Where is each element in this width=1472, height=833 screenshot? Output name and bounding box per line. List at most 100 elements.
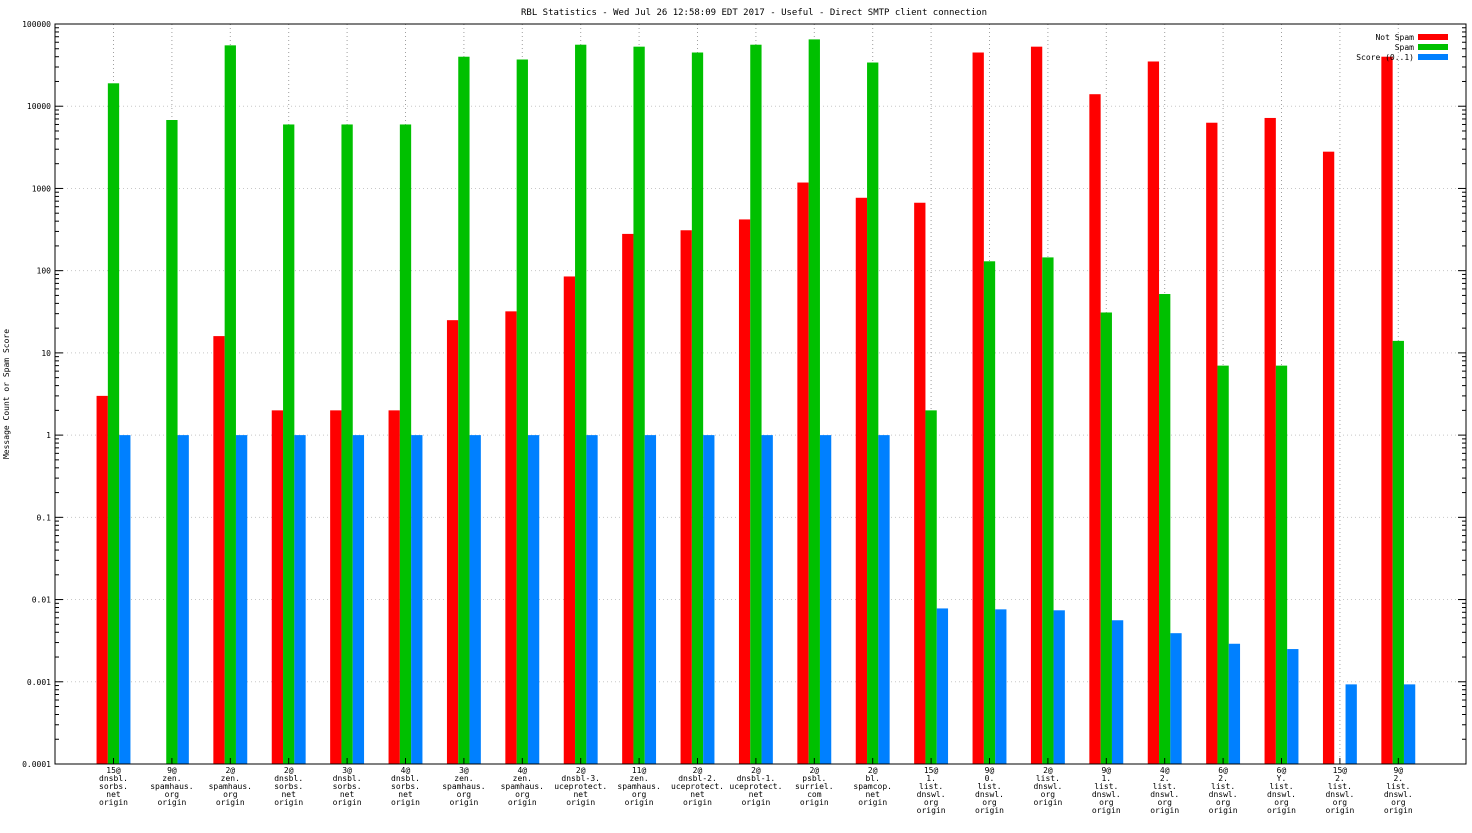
legend-label: Score (0..1)	[1356, 53, 1414, 62]
bar-spam-18	[1159, 294, 1171, 764]
bar-score-0-1-18	[1170, 633, 1182, 764]
bar-score-0-1-19	[1228, 643, 1241, 764]
x-tick-label-line: net	[106, 790, 121, 799]
bar-not-spam-20	[1264, 117, 1276, 765]
x-tick-label-line: dnsbl-1.	[737, 774, 776, 783]
x-tick-label-line: 1.	[926, 774, 936, 783]
bar-score-0-1-5	[411, 435, 423, 764]
bar-not-spam-15	[972, 52, 984, 765]
legend-swatch	[1418, 34, 1448, 40]
x-tick-label-line: dnswl.	[1209, 790, 1238, 799]
x-tick-label-line: org	[632, 790, 647, 799]
bar-not-spam-8	[563, 276, 576, 764]
bar-score-0-1-20	[1287, 649, 1299, 764]
bar-score-0-1-6	[469, 435, 481, 764]
x-tick-label-line: net	[398, 790, 413, 799]
x-tick-label-line: org	[1391, 798, 1406, 807]
bar-score-0-1-8	[586, 435, 598, 764]
x-tick-label-line: zen.	[221, 774, 240, 783]
bar-spam-12	[808, 39, 820, 764]
x-tick-label-line: 2@	[751, 766, 761, 775]
y-tick-label: 0.01	[32, 596, 51, 605]
x-tick-label: 4@ 2. list. dnswl. org origin	[1150, 766, 1179, 815]
bar-score-0-1-17	[1111, 620, 1124, 764]
x-tick-label-line: origin	[917, 806, 946, 815]
x-tick-label-line: 9@	[1101, 766, 1111, 775]
x-tick-label-line: org	[1041, 790, 1056, 799]
x-tick-label-line: origin	[1267, 806, 1296, 815]
x-tick-label-line: org	[1099, 798, 1114, 807]
x-tick-label-line: net	[865, 790, 880, 799]
legend-label: Not Spam	[1375, 33, 1414, 42]
x-tick-label-line: origin	[274, 798, 303, 807]
y-axis-label: Message Count or Spam Score	[2, 329, 11, 459]
bar-score-0-1-11	[761, 435, 773, 764]
x-tick-label: 2@ dnsbl-1. uceprotect. net origin	[729, 766, 782, 807]
x-tick-label-line: origin	[975, 806, 1004, 815]
x-tick-label-line: origin	[625, 798, 654, 807]
axis-layer: 0.0001 0.001 0.01 0.1 1 10 100 1000 10000 100000 1…	[22, 20, 1467, 815]
bar-score-0-1-7	[527, 435, 540, 764]
x-tick-label-line: origin	[333, 798, 362, 807]
x-tick-label-line: 11@	[632, 766, 647, 775]
y-tick-label: 0.001	[27, 678, 51, 687]
bar-not-spam-21	[1322, 151, 1335, 765]
x-tick-label-line: origin	[1092, 806, 1121, 815]
x-tick-label-line: com	[807, 790, 822, 799]
x-tick-label-line: psbl.	[802, 774, 826, 783]
x-tick-label: 3@ dnsbl. sorbs. net origin	[333, 766, 362, 807]
bar-score-0-1-4	[352, 435, 365, 764]
y-tick-label: 1	[46, 431, 51, 440]
bar-score-0-1-1	[177, 435, 189, 764]
x-tick-label-line: 2@	[225, 766, 235, 775]
bar-not-spam-5	[388, 410, 400, 764]
bar-spam-17	[1100, 312, 1112, 764]
x-tick-label-line: origin	[1325, 806, 1354, 815]
x-tick-label-line: uceprotect.	[671, 782, 724, 791]
x-tick-label: 2@ psbl. surriel. com origin	[795, 766, 834, 807]
x-tick-label-line: zen.	[162, 774, 181, 783]
bar-not-spam-13	[855, 197, 868, 764]
x-tick-label-line: dnsbl.	[391, 774, 420, 783]
bar-not-spam-19	[1206, 122, 1218, 764]
bar-spam-10	[691, 52, 704, 765]
x-tick-label-line: list.	[1328, 782, 1352, 791]
bar-spam-1	[166, 119, 178, 764]
bar-score-0-1-2	[235, 435, 248, 764]
x-tick-label: 2@ zen. spamhaus. org origin	[209, 766, 252, 807]
legend-swatch	[1418, 54, 1448, 60]
x-tick-label-line: spamhaus.	[501, 782, 544, 791]
x-tick-label: 3@ zen. spamhaus. org origin	[442, 766, 485, 807]
bar-spam-15	[983, 261, 996, 764]
x-tick-label-line: dnswl.	[917, 790, 946, 799]
x-tick-label-line: spamhaus.	[442, 782, 485, 791]
bar-score-0-1-3	[294, 435, 306, 764]
x-tick-label-line: 15@	[924, 766, 939, 775]
bar-not-spam-9	[622, 233, 634, 765]
x-tick-label-line: dnsbl.	[274, 774, 303, 783]
x-tick-label-line: origin	[858, 798, 887, 807]
x-tick-label-line: 6@	[1218, 766, 1228, 775]
x-tick-label-line: origin	[800, 798, 829, 807]
x-tick-label-line: 2.	[1393, 774, 1403, 783]
bar-score-0-1-22	[1403, 684, 1416, 764]
bar-score-0-1-16	[1053, 610, 1065, 764]
bar-not-spam-10	[680, 230, 692, 765]
x-tick-label-line: 2@	[693, 766, 703, 775]
bar-not-spam-4	[330, 410, 342, 764]
bar-not-spam-22	[1381, 56, 1393, 765]
x-tick-label: 2@ dnsbl. sorbs. net origin	[274, 766, 303, 807]
x-tick-label: 9@ zen. spamhaus. org origin	[150, 766, 193, 807]
bar-not-spam-6	[446, 320, 459, 764]
x-tick-label-line: 3@	[459, 766, 469, 775]
x-tick-label-line: org	[1274, 798, 1289, 807]
bar-not-spam-18	[1147, 61, 1160, 765]
x-tick-label-line: list.	[919, 782, 943, 791]
x-tick-label-line: surriel.	[795, 782, 834, 791]
x-tick-label-line: origin	[1033, 798, 1062, 807]
x-tick-label-line: origin	[1150, 806, 1179, 815]
x-tick-label-line: 0.	[985, 774, 995, 783]
x-tick-label-line: net	[340, 790, 355, 799]
